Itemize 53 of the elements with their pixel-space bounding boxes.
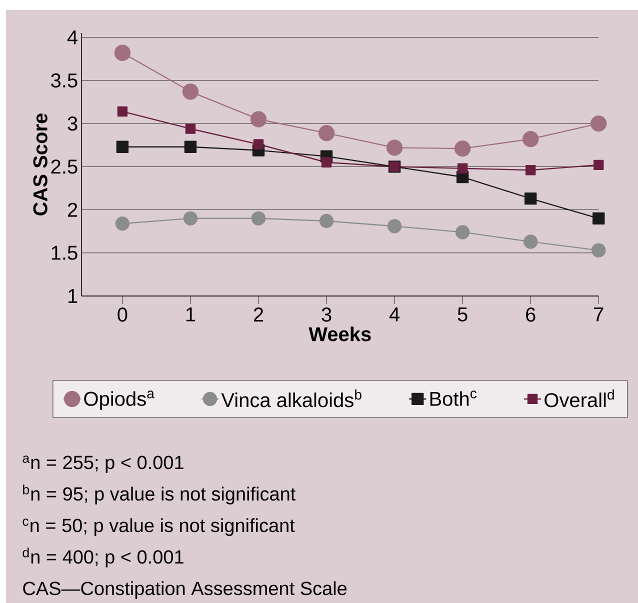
point [251, 211, 266, 226]
point [319, 214, 334, 228]
legend-label: Vinca alkaloids$^{b}$ [221, 389, 362, 408]
point [185, 124, 196, 134]
text: $^{c}$n = 50; p value is not significant [22, 518, 295, 536]
y-tick-label: 3.5 [51, 73, 78, 88]
y-tick-label: 1 [68, 289, 78, 303]
point [590, 115, 607, 132]
x-tick-label: 4 [389, 308, 400, 322]
point [455, 225, 470, 240]
x-tick-label: 3 [322, 308, 332, 322]
point [387, 219, 402, 234]
point [115, 216, 130, 231]
x-tick-label: 7 [594, 308, 604, 322]
legend-label: Overall$^{d}$ [544, 389, 614, 408]
legend-label: Both$^{c}$ [430, 390, 477, 406]
point [594, 160, 604, 170]
x-tick-label: 6 [526, 308, 536, 322]
point [116, 140, 129, 153]
point [457, 163, 468, 174]
point [523, 234, 538, 249]
point [592, 243, 606, 258]
point [253, 139, 264, 150]
point [250, 111, 267, 128]
point [386, 140, 403, 156]
y-tick-label: 2 [68, 202, 78, 217]
text: $^{d}$n = 400; p < 0.001 [22, 548, 184, 568]
y-tick-label: 2.5 [51, 160, 78, 174]
point [525, 165, 536, 176]
text: $^{b}$n = 95; p value is not significant [23, 484, 296, 504]
point [114, 44, 131, 61]
y-tick-label: 3 [68, 116, 78, 131]
text: CAS—Constipation Assessment Scale [23, 581, 347, 599]
point [182, 84, 199, 100]
y-axis-title: CAS Score [33, 114, 48, 216]
text: $^{a}$n = 255; p < 0.001 [22, 456, 184, 473]
x-tick-label: 5 [458, 308, 468, 322]
point [184, 140, 197, 153]
y-tick-label: 4 [67, 30, 78, 44]
point [321, 157, 332, 168]
x-axis-title: Weeks [308, 326, 371, 342]
point [522, 130, 539, 148]
x-tick-label: 2 [254, 308, 264, 322]
point [524, 192, 537, 205]
legend-label: Opiods$^{a}$ [84, 390, 154, 410]
y-tick-label: 1.5 [52, 246, 78, 260]
x-tick-label: 1 [186, 308, 196, 322]
point [183, 211, 198, 226]
point [318, 124, 335, 142]
point [592, 212, 605, 225]
x-tick-label: 0 [118, 308, 128, 322]
point [454, 140, 471, 157]
point [117, 106, 128, 117]
